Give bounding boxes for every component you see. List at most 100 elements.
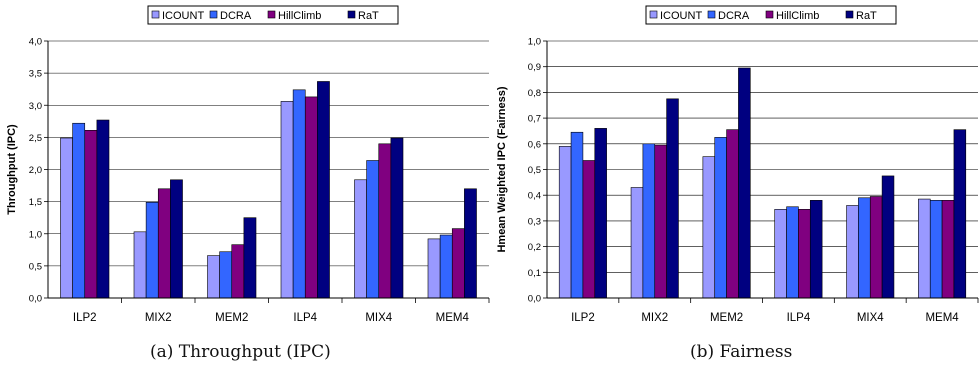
y-axis-label: Throughput (IPC) <box>6 124 18 215</box>
bar-hillclimb-ilp4 <box>798 209 811 299</box>
bar-rat-ilp2 <box>594 128 607 299</box>
y-tick-label: 1,0 <box>29 229 42 240</box>
bar-dcra-mem2 <box>219 251 233 299</box>
y-tick-label: 0,5 <box>29 261 42 272</box>
y-tick-label: 2,5 <box>29 133 42 144</box>
bar-icount-mix2 <box>630 187 644 299</box>
y-tick-label: 3,5 <box>29 69 42 80</box>
legend-swatch <box>765 10 774 19</box>
legend: ICOUNT DCRA HillClimb RaT <box>147 5 399 25</box>
y-tick-label: 0,1 <box>528 268 541 279</box>
bar-hillclimb-mix2 <box>157 188 171 299</box>
bar-dcra-mix2 <box>145 201 159 299</box>
bar-icount-mix2 <box>133 231 147 299</box>
y-tick-label: 0,5 <box>528 165 541 176</box>
x-tick-label: MEM4 <box>925 312 959 324</box>
bar-dcra-mem2 <box>714 137 727 299</box>
bar-icount-ilp4 <box>280 101 294 299</box>
y-tick-label: 0,0 <box>29 294 42 305</box>
y-tick-label: 3,0 <box>29 101 42 112</box>
bar-dcra-mem4 <box>929 200 943 299</box>
bar-rat-ilp2 <box>96 119 110 299</box>
y-tick-label: 0,0 <box>528 294 541 305</box>
x-tick-label: MIX4 <box>857 312 884 324</box>
x-tick-label: MIX4 <box>365 312 392 324</box>
fairness-chart-panel: ICOUNT DCRA HillClimb RaT 0,0 0,1 0,2 0,3 0,4 0,5… <box>490 0 979 373</box>
legend-swatch <box>267 10 276 19</box>
bar-icount-mem4 <box>918 198 931 299</box>
legend-label: ICOUNT <box>660 10 702 22</box>
bar-dcra-mix4 <box>366 160 380 299</box>
bar-hillclimb-ilp4 <box>304 96 318 299</box>
legend-label: RaT <box>358 10 379 22</box>
legend-label: ICOUNT <box>162 10 204 22</box>
y-axis-label: Hmean Weighted IPC (Fairness) <box>496 86 508 252</box>
y-tick-label: 0,3 <box>528 216 541 227</box>
y-tick-label: 2,0 <box>29 165 42 176</box>
bar-rat-ilp4 <box>317 81 330 299</box>
bar-dcra-mem4 <box>439 234 453 299</box>
y-tick-label: 0,2 <box>528 242 541 253</box>
bar-hillclimb-ilp2 <box>84 130 98 299</box>
legend-label: HillClimb <box>278 10 321 22</box>
x-tick-label: ILP2 <box>73 312 97 324</box>
bar-hillclimb-mem4 <box>941 200 955 299</box>
y-tick-label: 0,9 <box>528 62 541 73</box>
x-tick-label: ILP4 <box>293 312 317 324</box>
bar-icount-mem2 <box>702 156 716 299</box>
x-tick-label: ILP4 <box>787 312 811 324</box>
bar-icount-ilp4 <box>774 209 787 299</box>
bar-hillclimb-mem2 <box>231 244 245 299</box>
bar-dcra-mix4 <box>858 197 871 299</box>
bar-icount-mix4 <box>354 179 367 299</box>
y-tick-label: 0,4 <box>528 191 541 202</box>
bar-dcra-ilp4 <box>786 206 799 299</box>
legend-swatch <box>151 10 160 19</box>
x-tick-label: MIX2 <box>145 312 172 324</box>
throughput-chart: ICOUNT DCRA HillClimb RaT 0,0 0,5 1,0 1,5 2,0 2,5… <box>6 5 490 324</box>
bar-icount-mem4 <box>427 238 441 299</box>
bar-icount-mix4 <box>846 205 859 299</box>
legend-swatch <box>707 10 716 19</box>
bar-rat-mix2 <box>170 179 183 299</box>
legend-label: DCRA <box>220 10 252 22</box>
bar-dcra-mix2 <box>642 143 656 299</box>
caption-throughput: (a) Throughput (IPC) <box>150 342 331 362</box>
bar-rat-ilp4 <box>809 200 823 299</box>
legend: ICOUNT DCRA HillClimb RaT <box>645 5 897 25</box>
bar-rat-mem4 <box>464 188 477 299</box>
bar-hillclimb-mix4 <box>378 143 392 299</box>
bar-dcra-ilp4 <box>292 89 306 299</box>
bar-icount-ilp2 <box>558 146 572 299</box>
y-tick-label: 0,6 <box>528 139 541 150</box>
legend-label: RaT <box>856 10 877 22</box>
bar-icount-mem2 <box>207 255 220 299</box>
bar-hillclimb-mix2 <box>654 144 667 299</box>
bar-rat-mix4 <box>881 175 895 299</box>
legend-swatch <box>649 10 658 19</box>
fairness-chart: ICOUNT DCRA HillClimb RaT 0,0 0,1 0,2 0,3 0,4 0,5… <box>496 5 979 324</box>
bar-rat-mem2 <box>738 67 751 299</box>
x-tick-label: MEM4 <box>436 312 470 324</box>
bar-dcra-ilp2 <box>72 122 86 299</box>
x-tick-label: ILP2 <box>571 312 595 324</box>
bar-hillclimb-mem2 <box>726 129 739 299</box>
caption-fairness: (b) Fairness <box>690 342 793 362</box>
y-tick-label: 1,5 <box>29 197 42 208</box>
legend-label: HillClimb <box>776 10 819 22</box>
bar-hillclimb-mem4 <box>451 228 465 299</box>
legend-swatch <box>845 10 854 19</box>
bar-hillclimb-ilp2 <box>582 160 596 299</box>
legend-swatch <box>347 10 356 19</box>
y-tick-label: 1,0 <box>528 37 541 48</box>
x-tick-label: MIX2 <box>641 312 668 324</box>
bar-rat-mem4 <box>953 129 967 299</box>
x-tick-label: MEM2 <box>710 312 743 324</box>
bar-rat-mix4 <box>390 137 404 299</box>
bar-hillclimb-mix4 <box>869 196 883 299</box>
x-tick-label: MEM2 <box>215 312 248 324</box>
y-tick-label: 4,0 <box>29 37 42 48</box>
bar-icount-ilp2 <box>60 137 73 299</box>
bar-rat-mix2 <box>666 98 679 299</box>
legend-label: DCRA <box>718 10 750 22</box>
